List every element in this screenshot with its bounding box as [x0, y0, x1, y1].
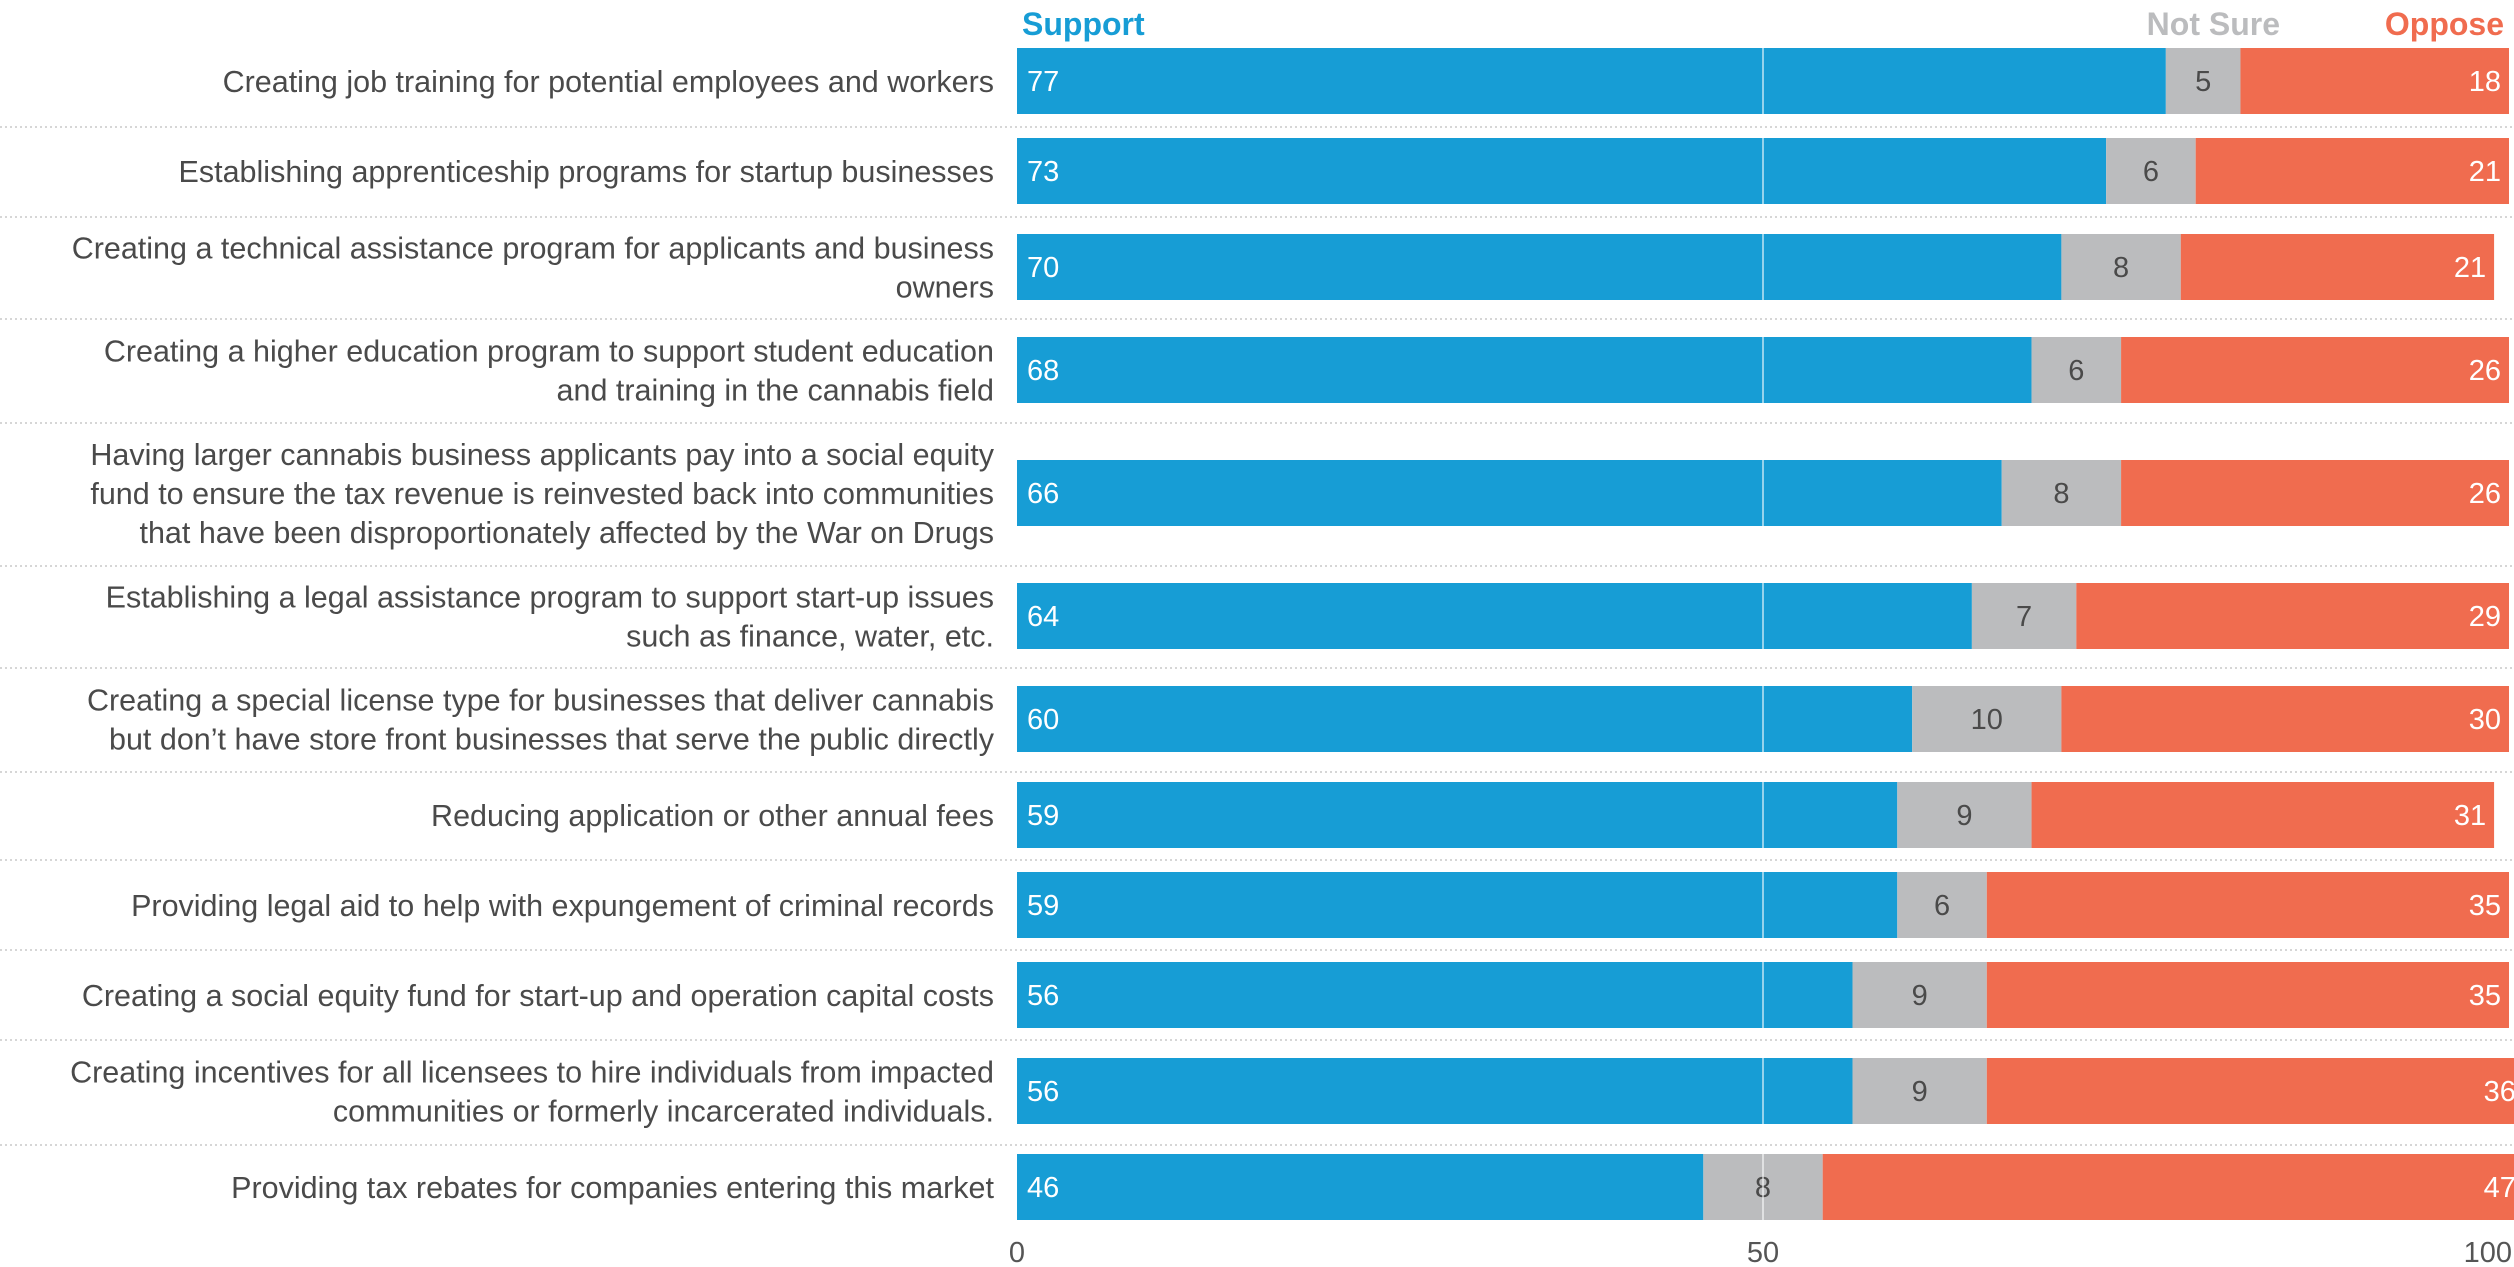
bar-value-label: 35	[2469, 890, 2501, 922]
bar-segment-support	[1017, 1058, 1853, 1124]
bar-segment-support	[1017, 583, 1972, 649]
bar-segment-support	[1017, 337, 2032, 403]
bar-value-label: 6	[2068, 355, 2084, 387]
bar-segment-oppose	[2240, 48, 2509, 114]
bar-value-label: 60	[1027, 704, 1059, 736]
category-label: Creating a social equity fund for start-…	[82, 979, 994, 1013]
bar-value-label: 6	[1934, 890, 1950, 922]
category-label: Creating job training for potential empl…	[223, 65, 994, 99]
category-label: Providing tax rebates for companies ente…	[231, 1171, 994, 1205]
bar-segment-support	[1017, 782, 1898, 848]
bar-value-label: 21	[2454, 252, 2486, 284]
bar-value-label: 68	[1027, 355, 1059, 387]
bar-segment-oppose	[2121, 337, 2509, 403]
legend-label-support: Support	[1022, 6, 1145, 42]
bar-segment-not-sure	[1912, 686, 2062, 752]
bar-segment-support	[1017, 686, 1913, 752]
bar-value-label: 35	[2469, 980, 2501, 1012]
category-label: communities or formerly incarcerated ind…	[333, 1095, 994, 1129]
x-tick-label: 100	[2464, 1237, 2512, 1267]
bar-value-label: 26	[2469, 355, 2501, 387]
bar-segment-oppose	[2121, 460, 2509, 526]
bar-value-label: 21	[2469, 156, 2501, 188]
bar-value-label: 5	[2195, 66, 2211, 98]
bar-segment-not-sure	[2106, 138, 2196, 204]
category-label: but don’t have store front businesses th…	[109, 723, 995, 757]
bar-segment-oppose	[2180, 234, 2495, 300]
category-label: Providing legal aid to help with expunge…	[131, 889, 994, 923]
bar-value-label: 30	[2469, 704, 2501, 736]
bar-value-label: 47	[2484, 1172, 2514, 1204]
bar-segment-not-sure	[2001, 460, 2122, 526]
bar-value-label: 26	[2469, 478, 2501, 510]
bar-value-label: 18	[2469, 66, 2501, 98]
legend-label-not-sure: Not Sure	[2147, 6, 2280, 42]
bar-value-label: 7	[2016, 601, 2032, 633]
category-label: Creating a special license type for busi…	[87, 684, 994, 718]
bar-segment-not-sure	[2031, 337, 2122, 403]
bar-segment-support	[1017, 460, 2002, 526]
x-tick-label: 0	[1009, 1237, 1025, 1267]
category-label: Having larger cannabis business applican…	[90, 438, 994, 472]
bar-segment-support	[1017, 48, 2166, 114]
bar-value-label: 10	[1971, 704, 2003, 736]
bar-segment-not-sure	[1897, 872, 1987, 938]
category-label: such as finance, water, etc.	[626, 620, 994, 654]
category-label: Creating a higher education program to s…	[104, 335, 994, 369]
category-label: owners	[896, 271, 994, 305]
bar-value-label: 29	[2469, 601, 2501, 633]
bar-segment-support	[1017, 1154, 1704, 1220]
bar-value-label: 9	[1912, 980, 1928, 1012]
bar-segment-oppose	[2031, 782, 2495, 848]
bar-segment-not-sure	[1971, 583, 2077, 649]
bar-segment-not-sure	[1852, 962, 1987, 1028]
bar-value-label: 70	[1027, 252, 1059, 284]
bar-value-label: 59	[1027, 890, 1059, 922]
bar-segment-oppose	[2076, 583, 2509, 649]
bar-segment-oppose	[1986, 1058, 2514, 1124]
bar-segment-support	[1017, 138, 2107, 204]
bar-value-label: 31	[2454, 800, 2486, 832]
category-label: Creating a technical assistance program …	[72, 232, 994, 266]
bar-segment-not-sure	[2165, 48, 2241, 114]
bar-value-label: 59	[1027, 800, 1059, 832]
bar-value-label: 36	[2484, 1076, 2514, 1108]
bar-segment-support	[1017, 962, 1853, 1028]
bar-value-label: 64	[1027, 601, 1059, 633]
category-label: Establishing apprenticeship programs for…	[179, 155, 994, 189]
x-tick-label: 50	[1747, 1237, 1779, 1267]
bar-segment-oppose	[1986, 872, 2509, 938]
bar-value-label: 56	[1027, 1076, 1059, 1108]
category-label: and training in the cannabis field	[557, 374, 994, 408]
bar-segment-oppose	[2061, 686, 2509, 752]
bar-value-label: 66	[1027, 478, 1059, 510]
bar-value-label: 56	[1027, 980, 1059, 1012]
legend-label-oppose: Oppose	[2385, 6, 2504, 42]
bar-value-label: 8	[2053, 478, 2069, 510]
bar-value-label: 77	[1027, 66, 1059, 98]
category-label: that have been disproportionately affect…	[139, 516, 994, 550]
bar-segment-support	[1017, 872, 1898, 938]
bar-segment-not-sure	[1852, 1058, 1987, 1124]
bar-value-label: 73	[1027, 156, 1059, 188]
category-label: Reducing application or other annual fee…	[431, 799, 994, 833]
bar-segment-oppose	[2195, 138, 2509, 204]
bar-segment-oppose	[1822, 1154, 2514, 1220]
bar-value-label: 6	[2143, 156, 2159, 188]
bar-value-label: 8	[2113, 252, 2129, 284]
bar-segment-support	[1017, 234, 2062, 300]
bar-segment-oppose	[1986, 962, 2509, 1028]
category-label: Creating incentives for all licensees to…	[70, 1056, 994, 1090]
bar-segment-not-sure	[2061, 234, 2181, 300]
category-label: fund to ensure the tax revenue is reinve…	[90, 477, 994, 511]
category-label: Establishing a legal assistance program …	[106, 581, 994, 615]
bar-value-label: 9	[1912, 1076, 1928, 1108]
bar-value-label: 46	[1027, 1172, 1059, 1204]
bar-value-label: 9	[1956, 800, 1972, 832]
bar-segment-not-sure	[1897, 782, 2032, 848]
